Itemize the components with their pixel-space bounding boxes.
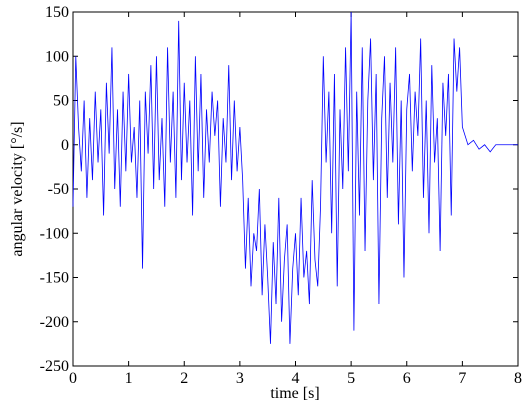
plot-frame [72, 11, 519, 367]
x-tick-label: 1 [125, 370, 133, 387]
x-tick-label: 0 [69, 370, 77, 387]
x-tick-label: 7 [458, 370, 466, 387]
x-tick-label: 5 [347, 370, 355, 387]
y-tick-label: 100 [45, 48, 69, 65]
y-tick-label: 50 [53, 93, 69, 110]
x-tick-label: 3 [236, 370, 244, 387]
y-axis-label: angular velocity [°/s] [9, 121, 26, 256]
y-tick-label: -100 [40, 225, 69, 242]
x-tick-label: 2 [180, 370, 188, 387]
x-tick-label: 8 [514, 370, 522, 387]
y-tick-label: -50 [48, 181, 69, 198]
x-tick-label: 4 [292, 370, 300, 387]
x-tick-label: 6 [403, 370, 411, 387]
data-line [72, 11, 518, 344]
y-tick-label: -250 [40, 358, 69, 375]
y-tick-label: -200 [40, 314, 69, 331]
y-tick-label: 150 [45, 4, 69, 21]
x-axis-label: time [s] [270, 385, 319, 402]
y-tick-label: -150 [40, 270, 69, 287]
y-tick-label: 0 [61, 137, 69, 154]
